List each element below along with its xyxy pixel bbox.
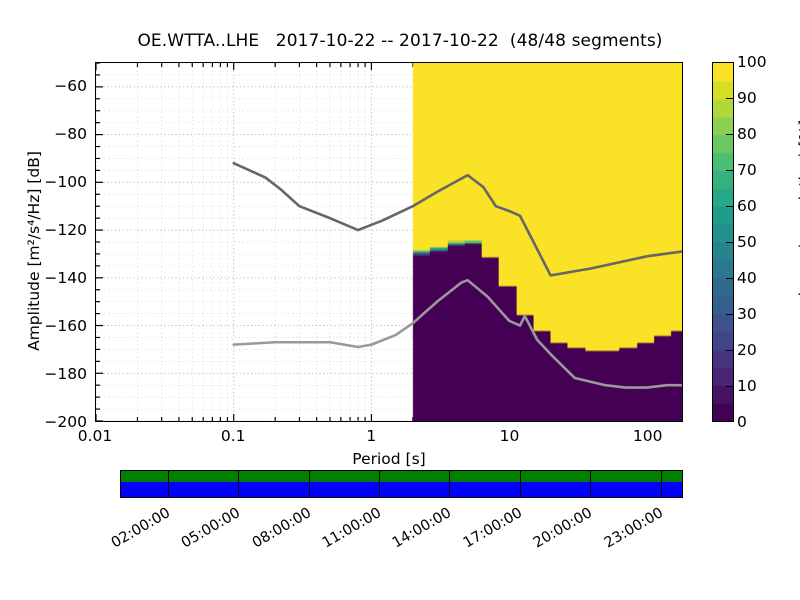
- y-tick-label: −160: [44, 317, 87, 335]
- colorbar-tickmark: [726, 278, 734, 279]
- timeline-tickmark: [167, 471, 169, 497]
- timeline-tick-label: 23:00:00: [601, 505, 666, 552]
- timeline-tick-label: 02:00:00: [108, 505, 174, 552]
- colorbar-tick-label: 10: [737, 377, 757, 395]
- colorbar-tick-label: 20: [737, 341, 757, 359]
- timeline-band-blue: [121, 482, 682, 497]
- colorbar-label: non-exceedance (cumulative) [%]: [796, 119, 800, 383]
- y-tick-label: −200: [44, 413, 87, 431]
- timeline-band-green: [121, 471, 682, 482]
- colorbar-tick-label: 0: [737, 413, 747, 431]
- timeline-tick-label: 20:00:00: [530, 505, 596, 552]
- colorbar-tickmark: [726, 314, 734, 315]
- timeline-tickmark: [590, 471, 592, 497]
- timeline-tickmark: [308, 471, 310, 497]
- x-axis-label: Period [s]: [352, 450, 426, 468]
- x-tick-label: 100: [632, 427, 663, 445]
- colorbar-tickmark: [726, 386, 734, 387]
- colorbar-tickmark: [726, 134, 734, 135]
- colorbar-tick-label: 80: [737, 125, 757, 143]
- timeline-tick-label: 08:00:00: [249, 505, 314, 552]
- timeline-tickmark: [660, 471, 662, 497]
- colorbar-tick-label: 70: [737, 161, 757, 179]
- y-tick-label: −180: [44, 365, 87, 383]
- timeline-tickmark: [238, 471, 240, 497]
- y-tick-label: −80: [54, 125, 87, 143]
- y-tick-label: −60: [54, 77, 87, 95]
- x-tick-label: 0.01: [77, 427, 113, 445]
- timeline-tickmark: [449, 471, 451, 497]
- colorbar-tick-label: 50: [737, 233, 757, 251]
- colorbar-tick-label: 60: [737, 197, 757, 215]
- y-tick-label: −100: [44, 173, 87, 191]
- colorbar-tick-label: 30: [737, 305, 757, 323]
- colorbar-tick-label: 90: [737, 89, 757, 107]
- colorbar-tickmark: [726, 350, 734, 351]
- data-coverage-timeline: [120, 470, 683, 498]
- colorbar-tickmark: [726, 206, 734, 207]
- colorbar-gradient: [713, 63, 733, 421]
- y-axis-ticklabels: −60 −80 −100 −120 −140 −160 −180 −200: [0, 0, 87, 600]
- y-tick-label: −120: [44, 221, 87, 239]
- colorbar-tickmark: [726, 170, 734, 171]
- noise-model-curves: [232, 161, 682, 389]
- x-tick-label: 1: [366, 427, 377, 445]
- colorbar-tick-label: 40: [737, 269, 757, 287]
- x-tick-label: 10: [499, 427, 520, 445]
- x-tick-label: 0.1: [220, 427, 246, 445]
- colorbar-tickmark: [726, 98, 734, 99]
- timeline-tick-label: 11:00:00: [319, 505, 385, 552]
- timeline-tickmark: [519, 471, 521, 497]
- colorbar-tick-label: 100: [737, 53, 767, 71]
- timeline-tickmark: [379, 471, 381, 497]
- chart-title: OE.WTTA..LHE 2017-10-22 -- 2017-10-22 (4…: [137, 31, 663, 51]
- timeline-tick-label: 05:00:00: [179, 505, 244, 552]
- timeline-tick-label: 14:00:00: [390, 505, 455, 552]
- plot-area: [95, 62, 683, 422]
- timeline-tick-label: 17:00:00: [460, 505, 525, 552]
- ppsd-histogram: [96, 63, 682, 421]
- colorbar-tickmark: [726, 242, 734, 243]
- y-tick-label: −140: [44, 269, 87, 287]
